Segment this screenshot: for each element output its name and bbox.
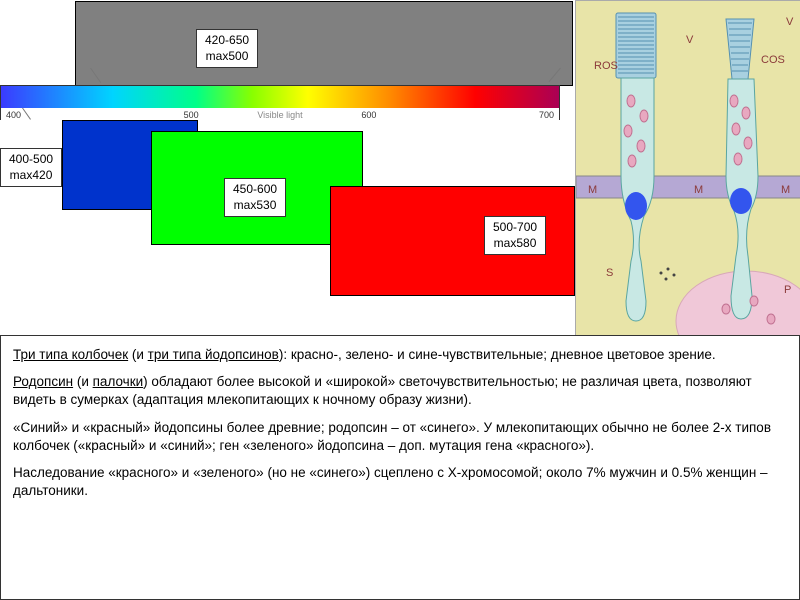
label-m3: M <box>781 184 790 196</box>
blue-range: 400-500 <box>9 152 53 168</box>
photoreceptor-diagram: ROS V V COS M M M S P <box>575 0 800 335</box>
red-label: 500-700 max580 <box>484 216 546 255</box>
tick-2: 600 <box>361 110 376 120</box>
gray-range: 420-650 <box>205 33 249 49</box>
spectrum: 400 500 Visible light 600 700 <box>0 85 560 120</box>
p1-c: три типа йодопсинов <box>148 347 279 362</box>
p1-b: (и <box>128 347 148 362</box>
green-label: 450-600 max530 <box>224 178 286 217</box>
blue-label: 400-500 max420 <box>0 148 62 187</box>
p2-b: (и <box>73 374 93 389</box>
gray-block <box>75 1 573 86</box>
gray-peak: max500 <box>205 49 249 65</box>
tick-3: 700 <box>539 110 554 120</box>
label-s: S <box>606 267 613 279</box>
gray-label: 420-650 max500 <box>196 29 258 68</box>
spectrum-gradient <box>1 86 559 108</box>
tick-1: 500 <box>184 110 199 120</box>
p4: Наследование «красного» и «зеленого» (но… <box>13 464 787 500</box>
p2-c: палочки <box>93 374 144 389</box>
label-m1: M <box>588 184 597 196</box>
label-ros: ROS <box>594 60 618 72</box>
tick-0: 400 <box>6 110 21 120</box>
p1-d: ): красно-, зелено- и сине-чувствительны… <box>279 347 716 362</box>
p2-a: Родопсин <box>13 374 73 389</box>
red-peak: max580 <box>493 236 537 252</box>
description-text: Три типа колбочек (и три типа йодопсинов… <box>0 335 800 600</box>
label-p: P <box>784 284 791 296</box>
vis-light-label: Visible light <box>257 110 302 120</box>
p1-a: Три типа колбочек <box>13 347 128 362</box>
label-v2: V <box>786 16 794 28</box>
blue-peak: max420 <box>9 168 53 184</box>
diagram-svg: ROS V V COS M M M S P <box>576 1 800 336</box>
red-range: 500-700 <box>493 220 537 236</box>
green-range: 450-600 <box>233 182 277 198</box>
label-m2: M <box>694 184 703 196</box>
label-v1: V <box>686 34 694 46</box>
label-cos: COS <box>761 54 785 66</box>
green-peak: max530 <box>233 198 277 214</box>
p3: «Синий» и «красный» йодопсины более древ… <box>13 419 787 455</box>
